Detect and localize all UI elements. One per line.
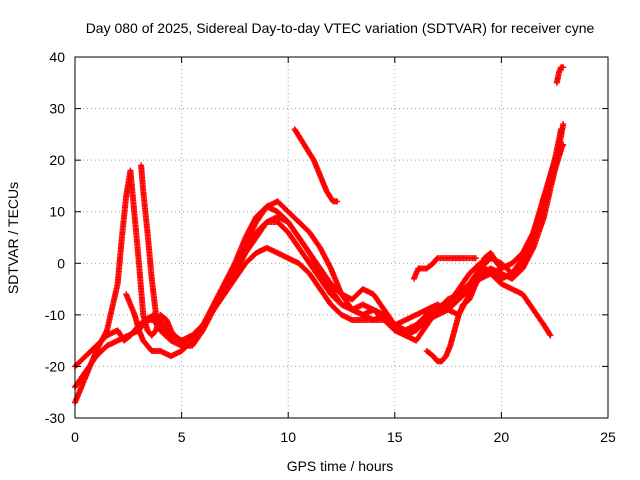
y-tick-label: 10 <box>49 204 65 220</box>
x-tick-label: 25 <box>600 429 616 445</box>
x-tick-label: 10 <box>280 429 296 445</box>
y-tick-label: 0 <box>57 255 65 271</box>
data-point <box>559 142 566 149</box>
data-point <box>547 332 554 339</box>
chart-title: Day 080 of 2025, Sidereal Day-to-day VTE… <box>86 20 595 36</box>
series-trace-3 <box>123 121 567 360</box>
y-tick-label: 40 <box>49 49 65 65</box>
series-trace-8 <box>423 249 505 365</box>
data-series <box>72 64 567 406</box>
y-tick-label: 30 <box>49 101 65 117</box>
data-point <box>497 264 504 271</box>
series-trace-7 <box>410 255 479 282</box>
axis-ticks: 0 5 10 15 20 25 -30 -20 -10 0 10 20 30 40 <box>45 49 616 445</box>
plot-frame <box>74 56 609 419</box>
grid <box>75 57 608 418</box>
series-trace-5 <box>138 141 567 344</box>
y-tick-label: -10 <box>45 307 65 323</box>
series-trace-6 <box>291 126 341 205</box>
y-tick-label: -20 <box>45 358 65 374</box>
x-tick-label: 20 <box>494 429 510 445</box>
data-point <box>560 141 567 148</box>
data-point <box>472 255 479 262</box>
data-point <box>546 331 553 338</box>
data-point <box>334 198 341 205</box>
data-point <box>560 121 567 128</box>
x-tick-label: 15 <box>387 429 403 445</box>
x-axis-label: GPS time / hours <box>287 458 394 474</box>
data-point <box>498 265 505 272</box>
y-axis-label: SDTVAR / TECUs <box>5 182 21 294</box>
data-point <box>560 64 567 71</box>
data-point <box>558 126 565 133</box>
y-tick-label: 20 <box>49 152 65 168</box>
x-tick-label: 5 <box>178 429 186 445</box>
series-trace-9 <box>553 64 567 86</box>
y-tick-label: -30 <box>45 410 65 426</box>
x-tick-label: 0 <box>71 429 79 445</box>
